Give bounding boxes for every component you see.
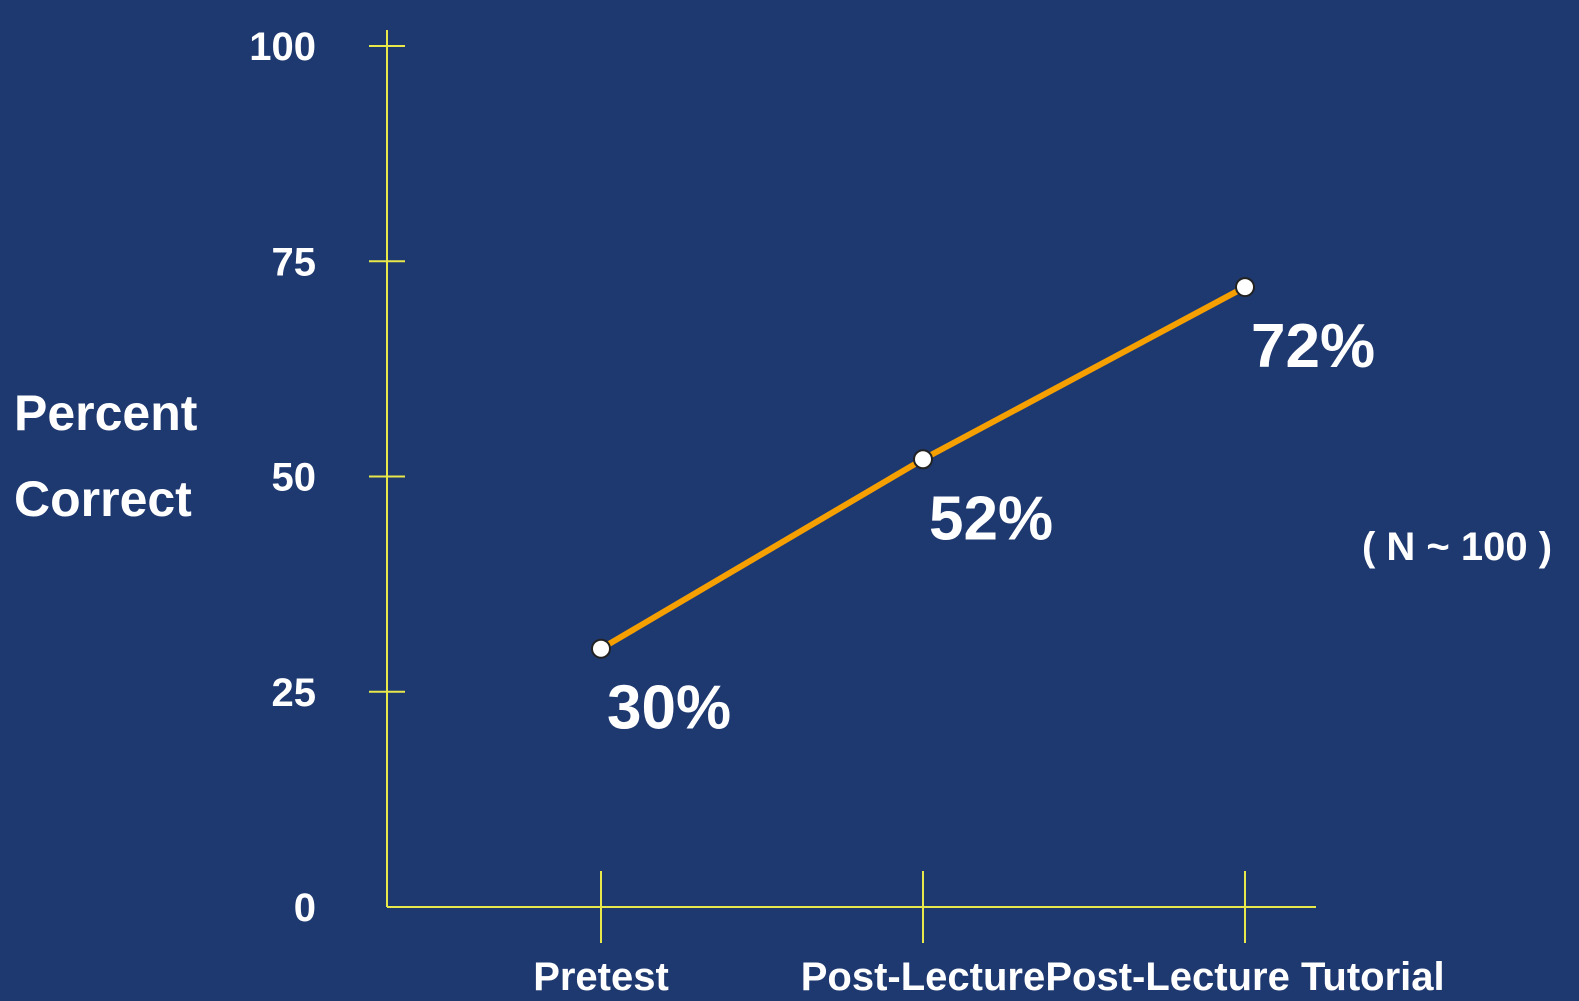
data-point-marker (1235, 277, 1255, 298)
y-tick-label: 100 (249, 25, 316, 69)
axes (369, 30, 1316, 943)
y-tick-label: 25 (272, 671, 317, 715)
data-label: 30% (607, 674, 731, 743)
x-tick-label: Post-Lecture (801, 955, 1046, 999)
data-label: 52% (929, 484, 1053, 553)
y-tick-label: 75 (272, 240, 317, 284)
data-point-marker (913, 449, 933, 470)
labels: Percent Correct ( N ~ 100 ) 0 25 50 75 100 Pr… (14, 25, 1552, 999)
series (591, 277, 1255, 659)
data-label: 72% (1251, 312, 1375, 381)
sample-size-annotation: ( N ~ 100 ) (1362, 525, 1552, 569)
y-axis-label-line-2: Correct (14, 471, 192, 527)
x-tick-label: Pretest (533, 955, 669, 999)
y-tick-label: 50 (272, 456, 317, 500)
y-tick-label: 0 (294, 886, 316, 930)
x-tick-label: Post-Lecture Tutorial (1045, 955, 1444, 999)
data-point-marker (591, 638, 611, 659)
y-axis-label-line-1: Percent (14, 385, 198, 441)
